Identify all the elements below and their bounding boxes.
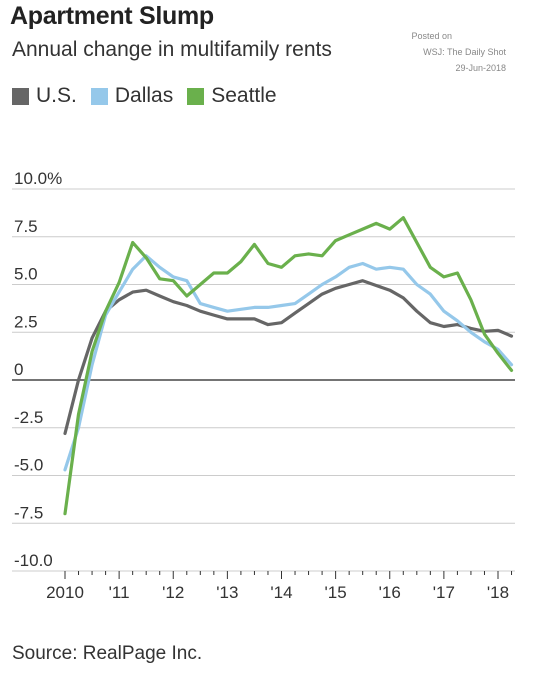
y-axis-ticks: 10.0% 7.5 5.0 2.5 0 -2.5 -5.0 -7.5 -10.0 (14, 169, 62, 570)
x-axis-ticks: 2010 '11 '12 '13 '14 '15 '16 '17 '18 (46, 571, 513, 602)
legend-swatch-dallas (90, 87, 108, 105)
chart-subtitle: Annual change in multifamily rents (12, 38, 332, 61)
y-tick-label: 2.5 (14, 312, 38, 331)
x-tick-label: '17 (433, 583, 455, 602)
x-tick-label: '13 (216, 583, 238, 602)
series-line-seattle (63, 216, 514, 516)
y-tick-label: -10.0 (14, 551, 53, 570)
legend-label-us: U.S. (36, 84, 77, 107)
x-tick-label: '11 (109, 583, 130, 602)
x-tick-label: 2010 (46, 583, 84, 602)
series-lines (63, 216, 514, 516)
x-tick-label: '15 (325, 583, 347, 602)
y-tick-label: 7.5 (14, 217, 38, 236)
chart-title: Apartment Slump (10, 2, 214, 30)
chart-legend: U.S. Dallas Seattle (12, 84, 291, 108)
posted-credit: Posted on WSJ: The Daily Shot 29-Jun-201… (411, 28, 506, 76)
x-tick-label: '14 (270, 583, 292, 602)
legend-label-seattle: Seattle (211, 84, 277, 107)
y-tick-label: -5.0 (14, 456, 43, 475)
x-tick-label: '16 (379, 583, 401, 602)
y-tick-label: 0 (14, 360, 23, 379)
grid-lines (12, 188, 515, 572)
credit-source-name: WSJ: The Daily Shot (423, 47, 506, 57)
y-tick-label: 5.0 (14, 265, 38, 284)
series-line-dallas (63, 254, 514, 472)
x-tick-label: '18 (487, 583, 509, 602)
x-tick-label: '12 (162, 583, 184, 602)
legend-item-seattle: Seattle (187, 84, 277, 108)
legend-label-dallas: Dallas (114, 84, 174, 107)
legend-swatch-seattle (187, 87, 205, 105)
credit-date: 29-Jun-2018 (455, 63, 506, 73)
series-line-us (63, 279, 514, 436)
legend-swatch-us (12, 87, 29, 105)
y-tick-label: -7.5 (14, 503, 43, 522)
legend-item-us: U.S. (12, 84, 77, 108)
credit-posted-on: Posted on (411, 31, 452, 41)
legend-item-dallas: Dallas (90, 84, 174, 108)
y-tick-label: -2.5 (14, 408, 43, 427)
y-tick-label: 10.0% (14, 169, 62, 188)
source-note: Source: RealPage Inc. (12, 643, 203, 664)
